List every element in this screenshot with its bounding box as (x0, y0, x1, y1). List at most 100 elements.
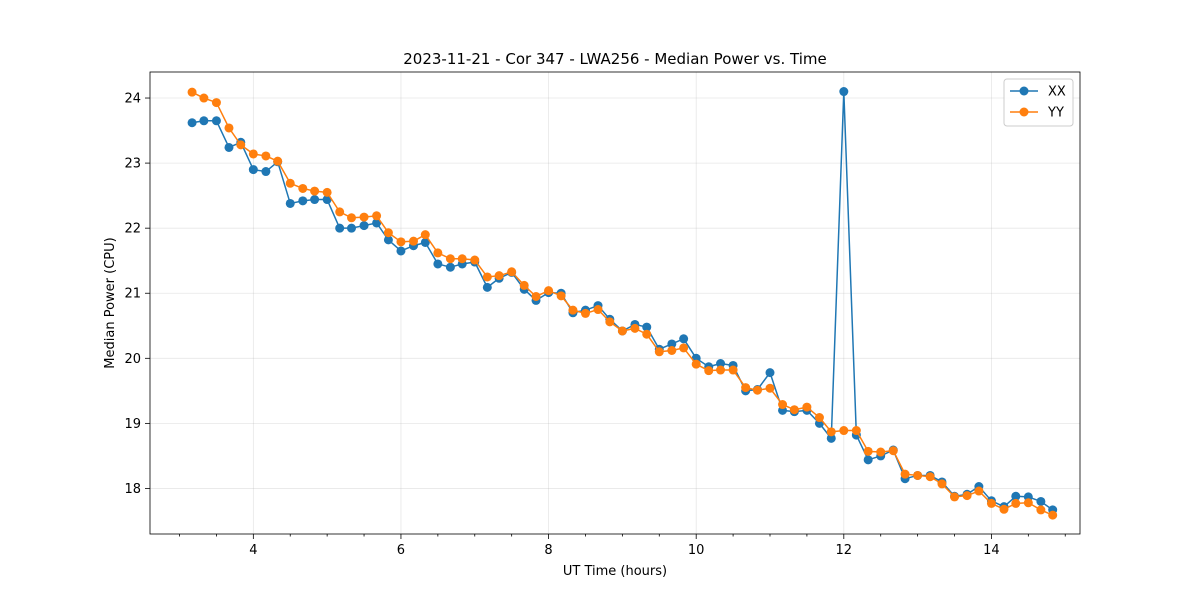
axes-frame (149, 71, 1081, 535)
data-point-yy (593, 305, 603, 315)
data-point-yy (741, 383, 751, 393)
data-point-xx (839, 87, 849, 97)
data-point-yy (925, 472, 935, 482)
data-point-yy (888, 446, 898, 456)
data-point-xx (716, 359, 726, 369)
data-point-yy (248, 149, 258, 159)
data-point-yy (531, 291, 541, 301)
data-point-yy (900, 469, 910, 479)
data-point-yy (630, 323, 640, 333)
data-point-yy (544, 286, 554, 296)
data-point-yy (1023, 498, 1033, 508)
data-point-yy (298, 183, 308, 193)
data-point-yy (187, 87, 197, 97)
x-tick-label: 8 (544, 543, 552, 558)
data-point-yy (409, 236, 418, 246)
data-point-yy (285, 178, 295, 188)
data-point-xx (1011, 491, 1021, 501)
data-point-xx (679, 334, 689, 344)
data-point-yy (383, 228, 393, 238)
chart-title: 2023-11-21 - Cor 347 - LWA256 - Median P… (403, 50, 827, 68)
data-point-xx (335, 223, 345, 233)
legend-label-xx: XX (1048, 85, 1066, 100)
data-point-xx (322, 195, 332, 205)
data-point-yy (211, 98, 221, 108)
y-tick-label: 19 (124, 417, 141, 432)
data-point-yy (1036, 505, 1046, 515)
data-point-xx (261, 167, 271, 177)
data-point-yy (752, 385, 762, 395)
x-axis-ticks: 4 6 8 10 12 14 (179, 534, 1066, 558)
data-point-yy (851, 426, 861, 436)
data-point-yy (974, 486, 984, 496)
x-tick-label: 6 (397, 543, 405, 558)
data-point-xx (199, 116, 209, 126)
data-point-yy (322, 187, 332, 197)
data-point-yy (617, 326, 627, 336)
data-point-yy (224, 123, 234, 133)
data-point-yy (765, 383, 775, 393)
data-point-xx (482, 282, 492, 292)
x-tick-label: 10 (688, 543, 705, 558)
data-point-yy (519, 280, 529, 290)
data-point-yy (802, 402, 812, 412)
data-point-yy (986, 498, 996, 508)
data-point-yy (199, 93, 209, 103)
data-point-xx (765, 368, 775, 378)
data-point-yy (913, 470, 923, 480)
data-point-xx (667, 339, 677, 349)
data-point-yy (716, 365, 726, 375)
data-point-yy (556, 291, 566, 301)
data-point-xx (211, 116, 221, 126)
legend-marker-yy (1019, 107, 1029, 117)
data-point-xx (433, 259, 443, 269)
y-tick-label: 24 (124, 92, 141, 107)
data-point-yy (679, 343, 689, 353)
y-tick-label: 18 (124, 482, 141, 497)
data-point-yy (814, 413, 824, 423)
data-point-yy (704, 366, 714, 376)
data-point-yy (396, 237, 406, 247)
x-tick-label: 4 (249, 543, 257, 558)
data-point-yy (642, 329, 652, 339)
plot-series (187, 87, 1058, 520)
y-tick-label: 23 (124, 157, 141, 172)
data-point-yy (691, 359, 701, 369)
data-point-yy (826, 427, 836, 437)
data-point-yy (261, 151, 271, 161)
data-point-xx (1036, 496, 1046, 506)
data-point-yy (937, 479, 947, 489)
x-tick-label: 12 (836, 543, 853, 558)
data-point-yy (507, 267, 517, 277)
data-point-yy (445, 254, 455, 264)
data-point-yy (605, 317, 615, 327)
data-point-xx (420, 237, 430, 247)
data-point-xx (187, 118, 197, 128)
data-point-yy (494, 271, 504, 281)
data-point-xx (642, 322, 652, 332)
data-point-yy (470, 255, 480, 265)
data-point-xx (298, 196, 308, 206)
data-point-yy (580, 308, 590, 318)
data-point-yy (310, 186, 320, 196)
legend: XX YY (1003, 78, 1074, 127)
data-point-xx (372, 218, 382, 228)
data-point-yy (236, 140, 246, 150)
legend-marker-xx (1019, 86, 1029, 96)
data-point-yy (654, 347, 664, 357)
data-point-yy (568, 305, 578, 315)
x-axis-label: UT Time (hours) (563, 564, 667, 579)
data-point-xx (359, 221, 369, 231)
data-point-yy (273, 156, 283, 166)
data-point-yy (335, 207, 345, 217)
data-point-xx (826, 433, 836, 443)
data-point-yy (789, 405, 799, 415)
data-point-yy (778, 400, 788, 410)
legend-label-yy: YY (1047, 106, 1064, 121)
y-tick-label: 22 (124, 222, 141, 237)
data-point-yy (1011, 498, 1021, 508)
series-yy (187, 87, 1058, 520)
data-point-xx (224, 142, 234, 152)
data-point-yy (420, 230, 430, 240)
